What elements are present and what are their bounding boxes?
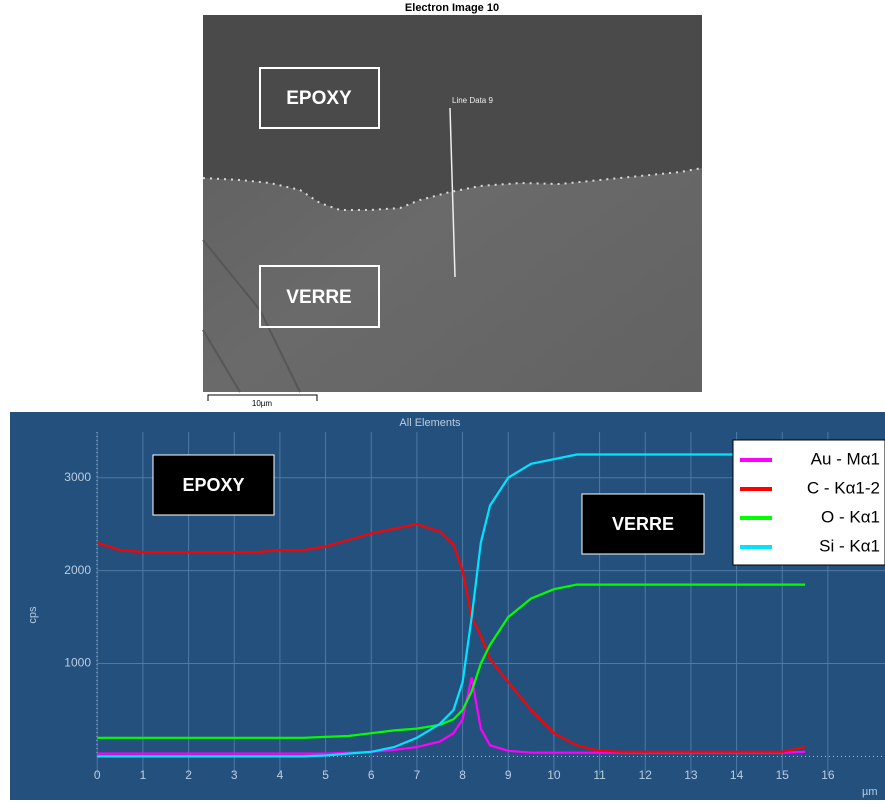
- x-tick-label: 14: [730, 768, 744, 782]
- annotation-box: [581, 493, 705, 555]
- x-tick-label: 8: [459, 768, 466, 782]
- legend-label: C - Kα1-2: [807, 478, 880, 497]
- x-tick-label: 6: [368, 768, 375, 782]
- x-tick-label: 10: [547, 768, 561, 782]
- x-tick-label: 1: [140, 768, 147, 782]
- x-tick-label: 9: [505, 768, 512, 782]
- interface: [202, 167, 703, 211]
- x-tick-label: 7: [414, 768, 421, 782]
- x-tick-label: 2: [185, 768, 192, 782]
- legend-label: Au - Mα1: [811, 449, 880, 468]
- x-tick-label: 11: [593, 768, 606, 782]
- scale-label: 10µm: [252, 399, 273, 408]
- legend-label: O - Kα1: [821, 507, 880, 526]
- label-box: [259, 265, 380, 328]
- x-tick-label: 3: [231, 768, 238, 782]
- x-tick-label: 0: [94, 768, 101, 782]
- y-tick-label: 3000: [64, 470, 91, 484]
- y-tick-label: 1000: [64, 656, 91, 670]
- region-label: VERRE: [286, 287, 351, 308]
- image-title: Electron Image 10: [405, 2, 499, 14]
- x-tick-label: 5: [322, 768, 329, 782]
- epoxy-region: [203, 15, 702, 210]
- annotation: EPOXY: [182, 475, 244, 495]
- series-line: [97, 453, 806, 758]
- label-box: [259, 67, 380, 129]
- x-axis-label: µm: [862, 786, 878, 798]
- scan-line: [449, 107, 456, 278]
- legend-label: Si - Kα1: [819, 536, 880, 555]
- chart-title: All Elements: [399, 417, 461, 429]
- scale-bar: [207, 394, 318, 401]
- series-line: [96, 523, 806, 753]
- line-label: Line Data 9: [452, 96, 493, 105]
- x-tick-label: 15: [776, 768, 790, 782]
- annotation-box: [152, 454, 275, 516]
- series-line: [97, 583, 806, 739]
- y-axis-label: cps: [27, 606, 39, 624]
- annotation: VERRE: [612, 514, 674, 534]
- overlay: EPOXY VERRE Au - Mα1 C - Kα1-2 O - Kα1 Si - K…: [152, 439, 885, 566]
- x-tick-label: 12: [639, 768, 653, 782]
- x-tick-label: 16: [821, 768, 835, 782]
- region-label: EPOXY: [286, 88, 352, 109]
- x-tick-label: 4: [277, 768, 284, 782]
- y-tick-label: 2000: [64, 563, 91, 577]
- x-tick-label: 13: [684, 768, 698, 782]
